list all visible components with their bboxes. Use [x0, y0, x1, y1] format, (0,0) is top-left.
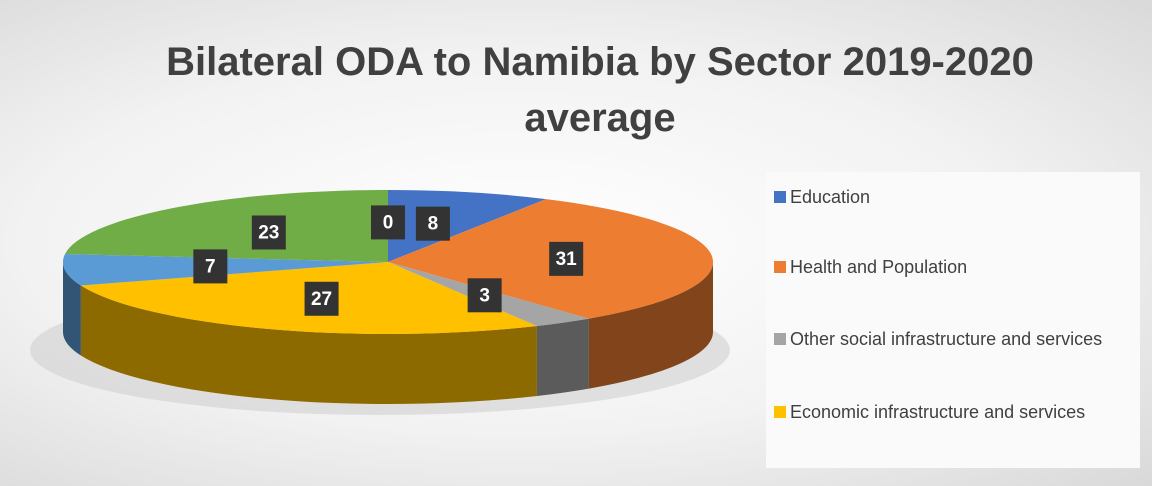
- data-label: 7: [205, 256, 216, 277]
- legend-label: Health and Population: [790, 257, 968, 277]
- data-label: 8: [428, 214, 439, 235]
- legend-item: Health and Population: [774, 252, 1104, 282]
- data-label: 31: [556, 249, 578, 270]
- legend-swatch: [774, 191, 786, 203]
- chart-title: Bilateral ODA to Namibia by Sector 2019-…: [166, 40, 1034, 140]
- data-label-box: [371, 205, 405, 240]
- data-label: 3: [479, 285, 490, 306]
- legend-swatch: [774, 333, 786, 345]
- legend-swatch: [774, 261, 786, 273]
- data-label: 27: [311, 289, 332, 310]
- data-label-box: [193, 249, 228, 284]
- data-label-box: [415, 206, 450, 241]
- legend-item: Economic infrastructure and services: [774, 397, 1104, 427]
- data-label-box: [251, 215, 286, 250]
- legend-swatch: [774, 406, 786, 418]
- legend-label: Other social infrastructure and services: [790, 329, 1103, 349]
- slice-side: [80, 285, 537, 404]
- data-label-box: [467, 278, 502, 313]
- legend-item: Education: [774, 182, 1104, 212]
- data-label: 23: [258, 223, 279, 244]
- slice: [65, 190, 388, 262]
- legend: Education Health and Population Other soci…: [766, 172, 1140, 468]
- legend-item: Other social infrastructure and services: [774, 324, 1104, 354]
- slice-side: [536, 318, 589, 396]
- data-label-box: [549, 241, 584, 276]
- slice-side: [63, 262, 81, 356]
- data-label-box: [304, 281, 339, 316]
- legend-label: Education: [790, 187, 871, 207]
- slice-side: [588, 262, 713, 389]
- data-label: 0: [383, 212, 394, 233]
- legend-label: Economic infrastructure and services: [790, 402, 1086, 422]
